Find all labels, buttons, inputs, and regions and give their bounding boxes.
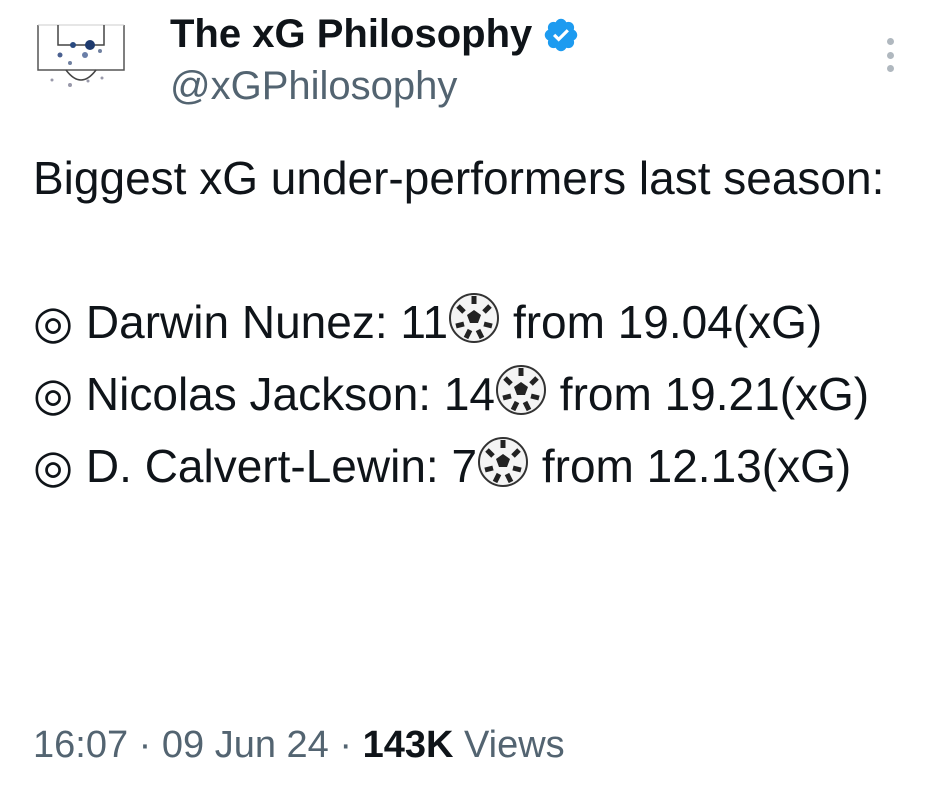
tweet-intro: Biggest xG under-performers last season: bbox=[33, 152, 885, 204]
tweet-meta: 16:07 · 09 Jun 24 · 143K Views bbox=[33, 724, 565, 767]
separator: · bbox=[339, 724, 353, 766]
bullet: ◎ bbox=[33, 368, 74, 420]
soccer-ball-icon bbox=[449, 293, 500, 343]
list-item: ◎ D. Calvert-Lewin: 7 from 12.13(xG) bbox=[33, 430, 923, 502]
list-item: ◎ Darwin Nunez: 11 from 19.04(xG) bbox=[33, 286, 923, 358]
bullet: ◎ bbox=[33, 440, 74, 492]
views-count: 143K bbox=[362, 724, 454, 766]
author-handle[interactable]: @xGPhilosophy bbox=[170, 64, 458, 108]
list-item: ◎ Nicolas Jackson: 14 from 19.21(xG) bbox=[33, 358, 923, 430]
soccer-ball-icon bbox=[496, 365, 547, 415]
xg-value: from 19.04(xG) bbox=[512, 296, 823, 348]
views-label: Views bbox=[463, 724, 565, 766]
tweet-date[interactable]: 09 Jun 24 bbox=[161, 724, 329, 766]
separator: · bbox=[138, 724, 152, 766]
goals: 11 bbox=[400, 296, 449, 348]
goals: 14 bbox=[443, 368, 496, 420]
player-name: Nicolas Jackson: bbox=[85, 368, 432, 420]
soccer-ball-icon bbox=[478, 437, 529, 487]
verified-badge-icon bbox=[545, 18, 578, 51]
player-name: Darwin Nunez: bbox=[85, 296, 388, 348]
xg-value: from 12.13(xG) bbox=[541, 440, 852, 492]
tweet-text: Biggest xG under-performers last season:… bbox=[33, 142, 923, 502]
bullet: ◎ bbox=[33, 296, 74, 348]
player-name: D. Calvert-Lewin: bbox=[85, 440, 439, 492]
author-name[interactable]: The xG Philosophy bbox=[170, 12, 580, 57]
xg-value: from 19.21(xG) bbox=[559, 368, 870, 420]
tweet-time[interactable]: 16:07 bbox=[33, 724, 129, 766]
goals: 7 bbox=[451, 440, 478, 492]
more-options-icon[interactable] bbox=[880, 38, 900, 72]
avatar[interactable] bbox=[30, 15, 135, 95]
author-name-text: The xG Philosophy bbox=[170, 12, 533, 56]
